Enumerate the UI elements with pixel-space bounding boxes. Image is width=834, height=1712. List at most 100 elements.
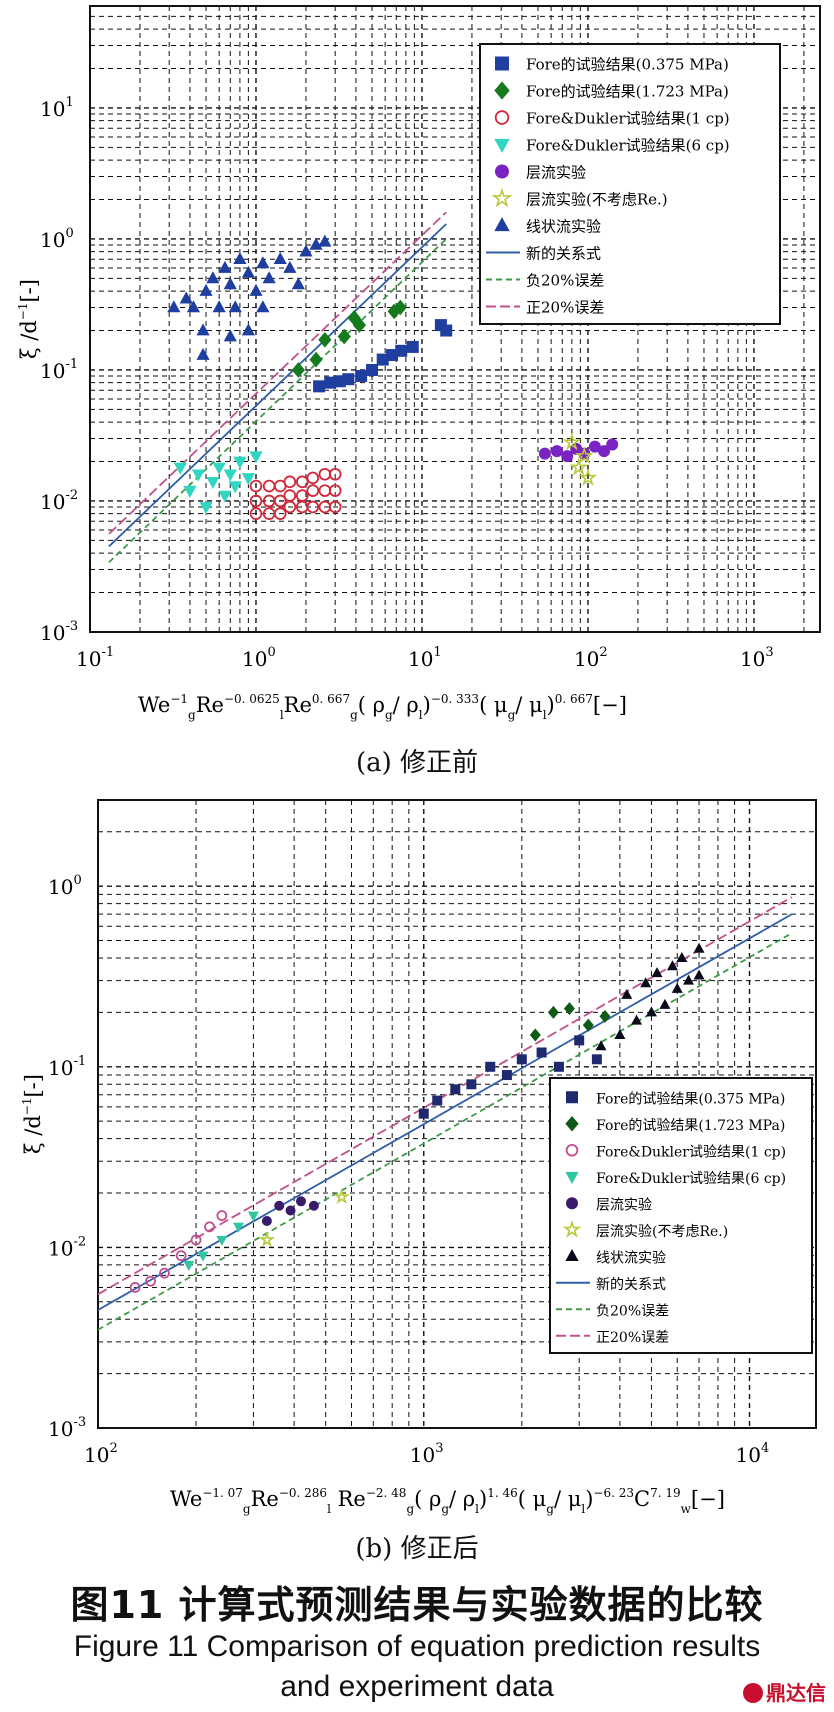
legend: Fore的试验结果(0.375 MPa) Fore的试验结果(1.723 MPa)… [549,1077,813,1354]
marker-triangle-up [299,244,313,257]
subfigure-caption-b: (b) 修正后 [355,1534,479,1564]
marker-triangle-up [249,283,263,296]
marker-circle-open [249,507,263,520]
marker-triangle-up [693,942,705,953]
marker-triangle-up [659,998,671,1009]
series [529,1002,611,1042]
marker-triangle-up [196,347,210,360]
figure-title-zh: 图11 计算式预测结果与实验数据的比较 [70,1583,764,1627]
marker-circle-open [249,494,263,508]
marker-triangle-down [233,456,247,469]
marker-diamond [393,299,407,316]
y-tick-label: 10-2 [40,488,78,514]
marker-square [355,369,368,382]
marker-diamond [494,81,510,100]
grid [89,5,820,633]
marker-triangle-up [228,300,242,313]
marker-triangle-down [223,469,237,482]
legend-label: Fore&Dukler试验结果(1 cp) [526,110,730,128]
marker-circle-open [328,484,342,497]
legend-label: Fore的试验结果(1.723 MPa) [526,83,729,101]
marker-circle-open [262,479,276,493]
marker-triangle-up [212,300,226,313]
marker-circle-open [283,489,297,502]
marker-square [516,1054,527,1065]
marker-diamond [565,1115,579,1132]
marker-triangle-down [241,473,255,486]
x-tick-label: 102 [574,645,608,671]
y-tick-label: 101 [40,95,74,121]
marker-square [432,1095,443,1106]
figure-title-en-line2: and experiment data [280,1670,554,1703]
marker-triangle-up [676,952,688,963]
y-tick-label: 100 [40,226,74,252]
chart-a: 10-1 100 101 102 103 10-3 10-2 10-1 100 101 ξ /d−1… [16,5,821,722]
legend-label: 层流实验 [596,1197,652,1213]
marker-square [501,1070,512,1081]
legend-label: Fore&Dukler试验结果(6 cp) [596,1171,786,1187]
marker-star [491,187,513,208]
legend-label: 层流实验(不考虑Re.) [526,191,668,209]
marker-square [440,324,453,337]
marker-square [313,380,326,393]
marker-circle-open [318,467,332,481]
marker-square [536,1047,547,1058]
marker-circle-open [283,500,297,514]
fit-line [108,211,447,535]
marker-diamond [347,310,361,326]
marker-triangle-up [199,283,213,296]
legend: Fore的试验结果(0.375 MPa) Fore的试验结果(1.723 MPa)… [479,43,781,325]
marker-triangle-up [666,960,678,971]
marker-triangle-up [291,277,305,290]
plot-frame [89,5,821,633]
marker-circle-open [318,484,332,497]
legend-label: 正20%误差 [596,1330,669,1346]
marker-circle-open [306,484,320,497]
x-tick-label: 103 [740,645,774,671]
marker-triangle-up [565,1249,579,1262]
marker-circle [561,450,574,463]
marker-diamond [352,317,367,333]
series [129,1210,228,1293]
marker-star [578,467,598,486]
marker-star [569,457,589,476]
series [313,319,453,393]
y-axis-label: ξ /d−1[-] [16,279,41,359]
marker-triangle-up [614,1028,626,1039]
marker-triangle-down [216,1235,228,1246]
fit-line [108,238,447,564]
fit-line [97,913,793,1311]
marker-triangle-up [318,234,332,247]
marker-circle-open [145,1275,156,1287]
marker-diamond [529,1028,541,1042]
marker-triangle-down [218,490,232,503]
marker-triangle-up [309,237,323,250]
x-axis-label: We−1. 07gRe−0. 286l Re−2. 48g( ρg/ ρl)1.… [170,1486,725,1516]
marker-triangle-up [273,252,287,265]
marker-circle-open [328,500,342,514]
marker-triangle-down [212,462,226,475]
legend-label: Fore&Dukler试验结果(6 cp) [526,137,730,155]
marker-circle-open [494,110,510,125]
marker-star [574,446,594,465]
marker-circle [566,1197,578,1210]
legend-label: 层流实验 [526,164,586,182]
marker-star [562,432,582,451]
marker-triangle-up [223,329,237,342]
marker-square [342,373,355,386]
marker-circle [588,440,601,453]
marker-triangle-up [256,256,270,269]
legend-label: Fore的试验结果(1.723 MPa) [596,1118,785,1134]
marker-circle [308,1200,319,1211]
marker-triangle-up [223,277,237,290]
legend-label: 负20%误差 [596,1303,669,1319]
marker-triangle-up [645,1006,657,1017]
series [595,942,705,1051]
marker-triangle-down [249,451,263,464]
marker-diamond [582,1018,594,1032]
marker-triangle-down [183,1260,195,1271]
legend-label: 新的关系式 [596,1277,666,1293]
series [183,1211,259,1271]
marker-square [566,1091,578,1104]
legend-label: 负20%误差 [526,272,604,290]
